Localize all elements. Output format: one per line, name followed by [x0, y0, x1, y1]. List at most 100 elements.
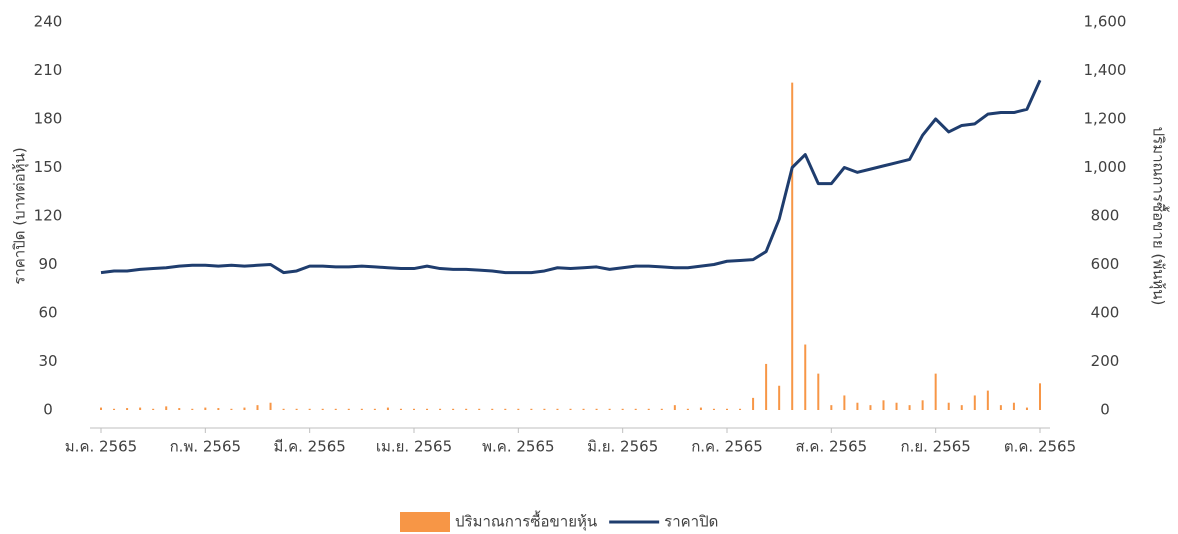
- bar: [778, 385, 781, 410]
- bar: [543, 408, 546, 410]
- bar: [256, 405, 259, 410]
- bar: [1025, 407, 1028, 410]
- bar: [843, 395, 846, 410]
- bar: [204, 407, 207, 410]
- bar: [269, 402, 272, 410]
- y-tick-label: 150: [34, 158, 63, 176]
- bar: [282, 408, 285, 410]
- x-tick-label: ต.ค. 2565: [1004, 438, 1076, 456]
- bar: [986, 390, 989, 410]
- y-tick-label: 90: [38, 255, 57, 273]
- bar: [530, 408, 533, 410]
- bar: [152, 408, 155, 410]
- bar: [882, 400, 885, 410]
- bar: [439, 408, 442, 410]
- x-tick-label: ก.พ. 2565: [170, 438, 241, 456]
- bar: [1012, 402, 1015, 410]
- bar: [217, 408, 220, 410]
- y2-tick-label: 200: [1091, 352, 1120, 370]
- bar: [100, 407, 102, 410]
- y2-tick-label: 1,400: [1084, 61, 1127, 79]
- bar: [765, 363, 768, 410]
- bar: [804, 344, 807, 410]
- x-tick-label: ก.ย. 2565: [900, 438, 970, 456]
- bar: [726, 408, 728, 410]
- bar: [556, 408, 559, 410]
- bar: [895, 402, 898, 410]
- x-tick-label: เม.ย. 2565: [376, 438, 452, 456]
- bar: [869, 405, 872, 410]
- bar: [817, 373, 820, 410]
- x-tick-label: ก.ค. 2565: [691, 438, 763, 456]
- bar: [452, 408, 455, 410]
- bar: [699, 407, 702, 410]
- bar: [126, 408, 129, 410]
- x-tick-label: ม.ค. 2565: [65, 438, 137, 456]
- y-tick-label: 210: [34, 61, 63, 79]
- legend-label: ราคาปิด: [664, 513, 718, 531]
- bar: [373, 408, 376, 410]
- y-tick-label: 0: [43, 401, 53, 419]
- bar: [308, 408, 311, 410]
- bar: [491, 408, 494, 410]
- x-tick-label: มี.ค. 2565: [273, 438, 345, 456]
- bar: [504, 408, 507, 410]
- legend-swatch: [400, 512, 450, 532]
- y2-tick-label: 1,000: [1084, 158, 1127, 176]
- bar: [165, 406, 168, 410]
- bar: [660, 408, 663, 410]
- bar: [465, 408, 468, 410]
- bar: [673, 405, 676, 410]
- bar: [960, 405, 963, 410]
- bar: [243, 407, 246, 410]
- bar: [999, 405, 1002, 410]
- bar: [360, 408, 363, 410]
- bar: [517, 408, 520, 410]
- y2-axis-title: ปริมาณการซื้อขาย (พันหุ้น): [1149, 127, 1170, 306]
- bar: [921, 400, 924, 410]
- bar: [113, 408, 116, 410]
- bar: [947, 402, 950, 410]
- bar: [399, 408, 402, 410]
- bar: [347, 408, 350, 410]
- bar: [621, 408, 624, 410]
- y-tick-label: 240: [34, 13, 63, 31]
- y-tick-label: 120: [34, 207, 63, 225]
- bar: [739, 408, 742, 410]
- bar: [973, 395, 976, 410]
- bar: [139, 407, 142, 410]
- bar: [230, 408, 233, 410]
- bar: [1039, 383, 1041, 410]
- bar: [426, 408, 429, 410]
- y-tick-label: 60: [38, 304, 57, 322]
- x-tick-label: มิ.ย. 2565: [587, 438, 658, 456]
- bar: [295, 408, 298, 410]
- y2-tick-label: 1,600: [1084, 13, 1127, 31]
- bar: [856, 402, 859, 410]
- bar: [582, 408, 585, 410]
- bar: [321, 408, 324, 410]
- bar: [569, 408, 572, 410]
- x-tick-label: ส.ค. 2565: [795, 438, 867, 456]
- y-tick-label: 30: [38, 352, 57, 370]
- y2-tick-label: 600: [1091, 255, 1120, 273]
- y2-tick-label: 1,200: [1084, 110, 1127, 128]
- y2-tick-label: 800: [1091, 207, 1120, 225]
- y2-tick-label: 0: [1100, 401, 1110, 419]
- bar: [178, 408, 181, 410]
- bar: [647, 408, 650, 410]
- bar: [334, 408, 337, 410]
- bar: [908, 405, 911, 410]
- bar: [934, 373, 937, 410]
- bar: [191, 408, 194, 410]
- bar: [830, 405, 833, 410]
- y-tick-label: 180: [34, 110, 63, 128]
- legend-label: ปริมาณการซื้อขายหุ้น: [455, 511, 597, 532]
- bar: [413, 408, 415, 410]
- bar: [478, 408, 481, 410]
- bar: [634, 408, 637, 410]
- price-line: [100, 79, 1042, 275]
- bar: [752, 397, 755, 410]
- bar: [791, 82, 794, 410]
